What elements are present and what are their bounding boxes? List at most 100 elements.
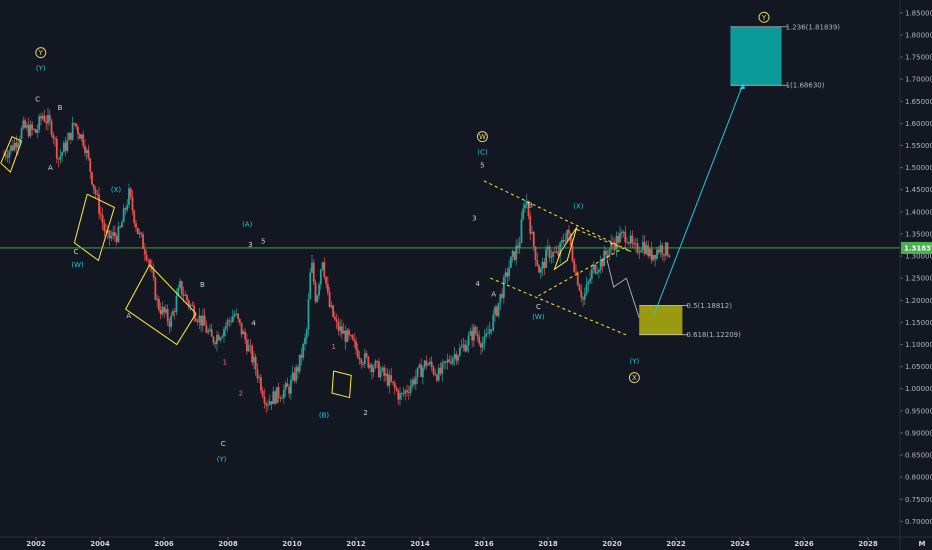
candle-body	[397, 390, 400, 400]
candle-body	[536, 260, 539, 266]
candle-body	[25, 124, 28, 128]
candle-body	[311, 262, 313, 273]
candle-body	[409, 385, 412, 393]
candle-body	[87, 149, 90, 159]
candle-body	[6, 156, 9, 158]
candle-body	[10, 145, 12, 151]
candle-body	[304, 338, 306, 344]
y-tick-label: 1.60000	[905, 120, 932, 128]
candle-body	[576, 272, 579, 286]
candle-body	[564, 240, 567, 242]
wave-labels: Y W Y X (Y) (X) (W) (A) (Y) (B) (C) (X) (W) (Y) C B A C A B…	[35, 11, 770, 464]
x-tick-label: 2028	[858, 540, 878, 548]
candle-body	[476, 333, 479, 337]
wave-label-white: B	[58, 104, 63, 112]
candle-body	[71, 123, 74, 140]
candle-body	[189, 304, 192, 307]
candle-body	[552, 251, 555, 257]
candle-body	[45, 121, 48, 124]
candle-body	[612, 242, 614, 245]
candle-body	[441, 363, 444, 374]
candle-body	[457, 355, 459, 361]
candle-body	[622, 231, 625, 233]
candle-body	[256, 369, 259, 379]
candle-body	[557, 251, 560, 256]
candle-body	[203, 315, 206, 326]
candle-body	[68, 132, 71, 140]
candle-body	[404, 390, 407, 394]
candle-body	[348, 330, 350, 335]
y-tick-label: 1.55000	[905, 142, 932, 150]
candle-body	[443, 361, 445, 364]
candle-body	[569, 233, 572, 246]
candle-body	[240, 322, 243, 335]
candle-body	[423, 360, 426, 368]
candle-body	[599, 259, 602, 270]
candle-body	[421, 367, 424, 377]
target-zone-top-label: 0.5(1.18812)	[686, 302, 732, 310]
candle-body	[238, 318, 241, 323]
candle-body	[624, 231, 627, 243]
candle-body	[168, 321, 171, 327]
candle-body	[517, 245, 519, 249]
channel-line-lower	[490, 277, 629, 337]
candle-body	[608, 249, 611, 257]
candle-body	[282, 390, 285, 399]
candle-body	[488, 329, 491, 334]
candle-body	[231, 316, 234, 322]
candle-body	[358, 357, 361, 360]
candle-body	[649, 248, 651, 257]
candle-body	[179, 280, 181, 288]
candle-body	[103, 223, 106, 232]
target-zone-top-label: 1.236(1.81839)	[786, 23, 841, 31]
candle-body	[40, 116, 42, 119]
candle-body	[439, 367, 442, 374]
candle-body	[89, 158, 92, 172]
candle-body	[399, 393, 401, 400]
candle-body	[33, 129, 35, 130]
candle-body	[390, 375, 393, 382]
candle-body	[513, 251, 516, 260]
candle-body	[437, 367, 440, 381]
candle-body	[321, 262, 324, 270]
candle-body	[191, 304, 194, 306]
candle-body	[509, 256, 512, 268]
wave-label-cyan: (Y)	[630, 358, 640, 366]
candle-body	[217, 334, 220, 341]
candle-body	[377, 361, 380, 378]
candle-body	[645, 245, 648, 254]
candle-body	[480, 343, 482, 348]
candle-body	[341, 326, 343, 334]
candle-body	[379, 371, 382, 378]
wave-label-white: C	[221, 440, 226, 448]
candle-body	[263, 396, 266, 404]
candle-body	[543, 261, 546, 268]
candle-body	[293, 372, 296, 381]
candle-body	[362, 363, 364, 365]
candle-body	[187, 300, 190, 307]
candle-body	[531, 232, 533, 234]
y-tick-label: 1.70000	[905, 76, 932, 84]
candle-body	[502, 277, 505, 298]
candle-body	[363, 353, 366, 365]
x-tick-label: M	[919, 540, 926, 548]
candle-body	[302, 343, 305, 358]
candle-body	[260, 377, 262, 391]
candle-body	[652, 254, 655, 261]
candle-body	[94, 188, 97, 195]
candle-body	[69, 132, 72, 140]
candle-body	[499, 293, 502, 303]
candle-body	[186, 294, 188, 301]
candle-body	[392, 381, 394, 383]
candle-body	[119, 226, 122, 228]
candle-body	[566, 229, 569, 241]
candle-body	[175, 296, 178, 313]
candle-body	[351, 335, 354, 340]
candle-body	[487, 333, 489, 335]
y-tick-label: 1.65000	[905, 98, 932, 106]
candle-body	[117, 226, 120, 242]
wave-label-white: 4	[251, 319, 256, 327]
candle-body	[369, 364, 371, 368]
candle-body	[105, 231, 107, 233]
candle-body	[112, 232, 115, 236]
